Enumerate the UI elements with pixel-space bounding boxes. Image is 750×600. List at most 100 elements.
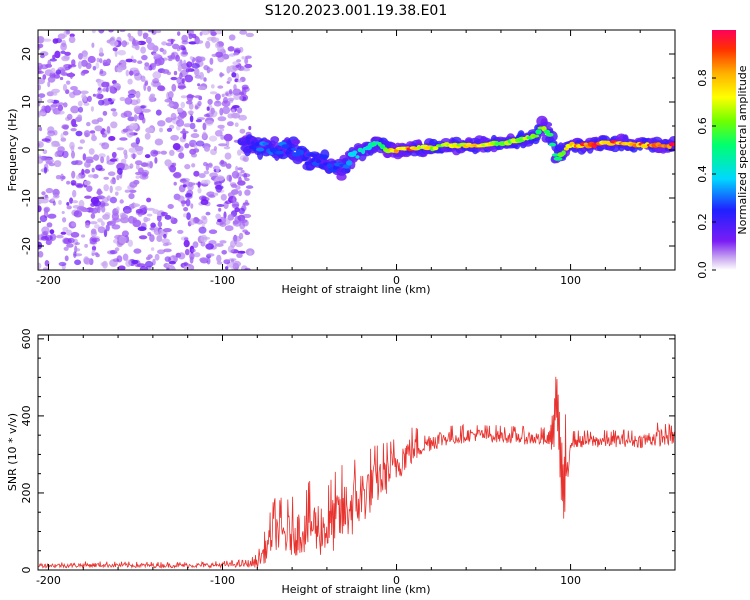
spectrogram-noise-blob [97,117,104,123]
spectrogram-noise-blob [231,189,239,195]
colorbar-ticks: 0.0 0.2 0.4 0.6 0.8 [696,69,716,279]
spectrogram-noise-blob [223,259,231,265]
spectrogram-ridge-core [240,141,247,146]
spectrogram-noise-blob [207,98,213,105]
spectrogram-noise-blob [128,189,137,193]
spectrogram-noise-blob [62,217,67,223]
spectrogram-x-tick-label: -200 [36,274,61,287]
spectrogram-noise-blob [46,160,53,165]
spectrogram-noise-blob [146,207,156,211]
spectrogram-noise-blob [180,101,186,109]
spectrogram-noise-blob [236,252,243,258]
spectrogram-noise-blob [56,110,65,115]
spectrogram-noise-blob [160,211,168,217]
spectrogram-noise-blob [189,256,194,264]
spectrogram-noise-blob [94,224,100,229]
spectrogram-noise-blob [127,239,133,247]
spectrogram-noise-blob [109,158,118,162]
spectrogram-noise-blob [219,128,225,132]
spectrogram-noise-blob [52,188,60,197]
spectrogram-noise-blob [238,207,245,215]
spectrogram-ridge-core [672,142,675,147]
spectrogram-noise-blob [163,248,172,253]
spectrogram-noise-blob [200,199,209,206]
spectrogram-noise-blob [157,249,165,255]
spectrogram-noise-blob [102,88,107,92]
spectrogram-noise-blob [235,241,243,248]
spectrogram-x-label: Height of straight line (km) [281,283,430,296]
spectrogram-noise-blob [109,196,117,204]
spectrogram-noise-blob [137,226,147,231]
spectrogram-noise-blob [84,243,88,248]
spectrogram-noise-blob [184,248,190,256]
spectrogram-noise-blob [237,79,243,83]
spectrogram-ridge-core [291,147,296,151]
colorbar-tick-label: 0.4 [696,165,709,183]
spectrogram-noise-blob [91,252,95,256]
spectrogram-noise-blob [166,71,171,76]
spectrogram-noise-blob [215,165,220,173]
spectrogram-noise-blob [91,167,95,173]
spectrogram-noise-blob [135,171,143,176]
spectrogram-noise-blob [228,34,236,41]
spectrogram-noise-blob [47,213,57,219]
spectrogram-noise-blob [172,162,177,167]
spectrogram-noise-blob [220,159,225,165]
spectrogram-noise-blob [223,211,227,219]
spectrogram-noise-blob [146,197,152,203]
spectrogram-noise-blob [238,91,245,96]
spectrogram-noise-blob [95,93,102,99]
spectrogram-noise-blob [156,235,163,242]
spectrogram-noise-blob [135,163,140,170]
spectrogram-noise-blob [209,135,218,142]
spectrogram-noise-blob [210,30,216,35]
spectrogram-noise-blob [115,191,119,196]
spectrogram-noise-blob [184,237,189,241]
spectrogram-noise-blob [49,229,55,235]
spectrogram-noise-blob [146,217,151,222]
spectrogram-noise-blob [74,183,84,187]
spectrogram-noise-blob [95,253,100,258]
spectrogram-noise-blob [194,95,202,99]
spectrogram-noise-blob [214,243,224,247]
spectrogram-noise-blob [74,245,78,254]
spectrogram-noise-blob [145,127,154,134]
colorbar-tick-label: 0.0 [696,261,709,279]
spectrogram-noise-blob [235,185,241,191]
spectrogram-noise-blob [62,83,68,92]
spectrogram-noise-blob [214,181,222,187]
spectrogram-noise-blob [198,173,206,179]
spectrogram-noise-blob [199,257,209,263]
spectrogram-noise-blob [186,30,194,36]
spectrogram-ridge-core [255,141,260,147]
spectrogram-noise-blob [43,207,50,213]
spectrogram-noise-blob [204,146,210,152]
spectrogram-noise-blob [163,233,167,239]
spectrogram-noise-blob [185,100,193,105]
spectrogram-noise-blob [228,89,233,95]
spectrogram-noise-blob [38,77,45,85]
spectrogram-noise-blob [90,106,94,112]
spectrogram-ridge-core [432,146,439,151]
spectrogram-noise-blob [223,133,233,142]
spectrogram-noise-blob [121,40,128,48]
spectrogram-noise-blob [178,152,185,159]
spectrogram-noise-blob [172,172,181,178]
spectrogram-noise-blob [195,36,200,45]
spectrogram-noise-blob [82,153,87,161]
spectrogram-noise-blob [123,209,132,214]
spectrogram-noise-blob [106,126,111,134]
spectrogram-noise-blob [229,182,237,187]
spectrogram-noise-blob [119,199,124,204]
spectrogram-noise-blob [75,130,83,137]
spectrogram-noise-blob [190,203,194,209]
spectrogram-noise-blob [143,65,150,71]
spectrogram-noise-blob [41,195,49,200]
spectrogram-noise-blob [141,54,148,61]
spectrogram-noise-blob [72,200,79,204]
spectrogram-noise-blob [149,234,155,243]
spectrogram-noise-blob [147,254,153,259]
spectrogram-noise-blob [214,30,223,35]
spectrogram-noise-blob [216,254,222,263]
spectrogram-noise-blob [148,30,153,33]
